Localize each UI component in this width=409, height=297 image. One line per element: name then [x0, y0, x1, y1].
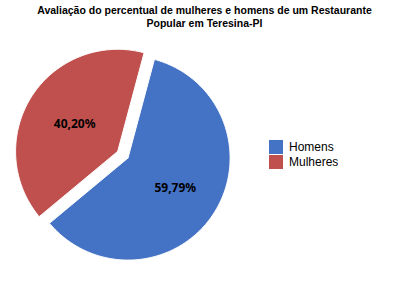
html-text:Avaliação do percentual de mul: Avaliação do percentual de mulheres e ho… [37, 4, 372, 29]
html-text:Mulheres: Mulheres [289, 154, 339, 169]
html-text:Homens: Homens [289, 139, 334, 154]
svg-text:40,20%: 40,20% [54, 115, 96, 132]
svg-text:59,79%: 59,79% [154, 179, 196, 196]
